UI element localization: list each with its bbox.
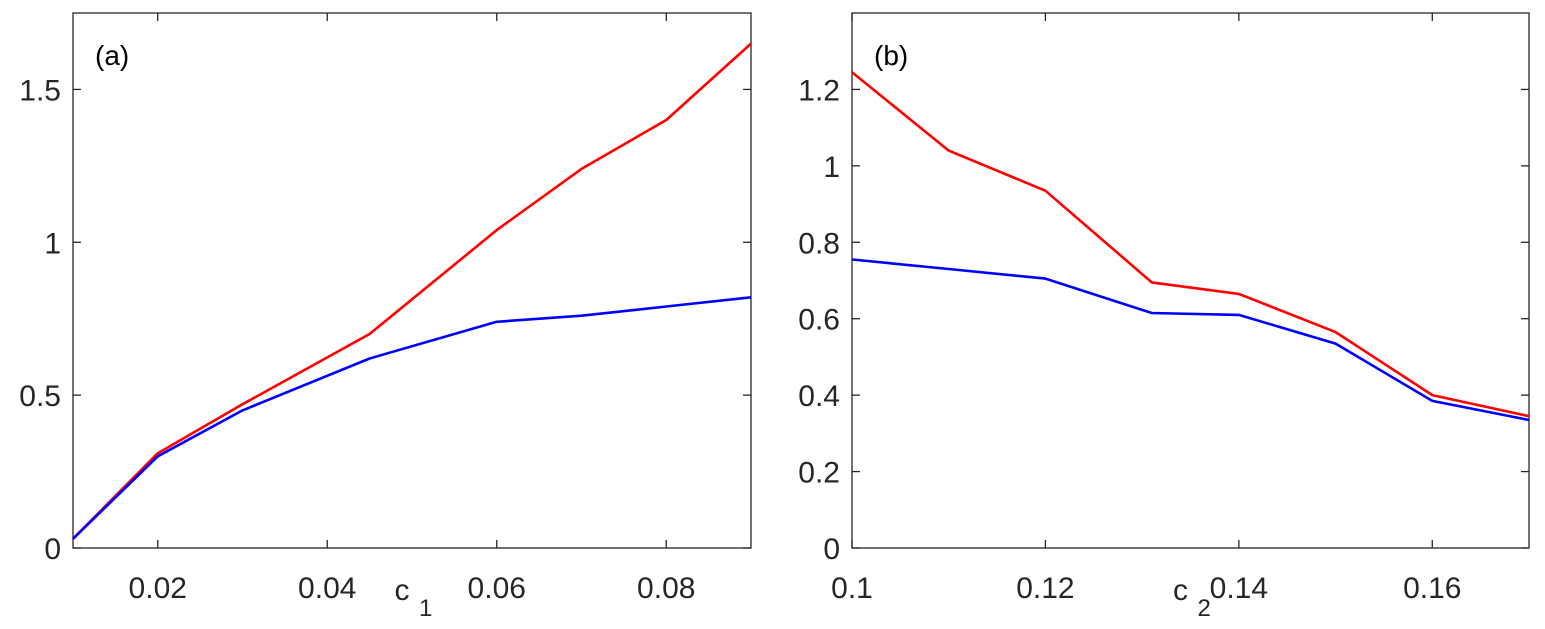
x-axis-label: c (1173, 574, 1188, 607)
y-tick-label: 0.5 (19, 380, 61, 413)
x-axis-label-subscript: 2 (1198, 595, 1211, 622)
axes-box (72, 12, 752, 549)
x-tick-label: 0.16 (1403, 572, 1461, 605)
y-tick-label: 0.4 (798, 380, 840, 413)
x-tick-label: 0.14 (1210, 572, 1268, 605)
panel-label: (b) (874, 40, 908, 71)
y-tick-label: 1 (44, 227, 61, 260)
series-line-1 (851, 71, 1530, 418)
x-tick-label: 0.02 (129, 572, 187, 605)
y-tick-label: 0.6 (798, 304, 840, 337)
series-line-2 (851, 258, 1530, 422)
x-tick-label: 0.04 (298, 572, 356, 605)
panel-label: (a) (95, 40, 129, 71)
y-tick-label: 0.8 (798, 227, 840, 260)
series-line-1 (72, 42, 752, 540)
x-axis-label: c (395, 574, 410, 607)
y-tick-label: 1 (823, 151, 840, 184)
x-tick-label: 0.12 (1016, 572, 1074, 605)
x-axis-label-subscript: 1 (419, 595, 432, 622)
x-tick-label: 0.08 (637, 572, 695, 605)
y-tick-label: 1.2 (798, 74, 840, 107)
y-tick-label: 0.2 (798, 457, 840, 490)
x-tick-label: 0.1 (831, 572, 873, 605)
axes-box (851, 12, 1530, 549)
series-line-2 (72, 296, 752, 540)
y-tick-label: 1.5 (19, 74, 61, 107)
y-tick-label: 0 (823, 533, 840, 566)
y-tick-label: 0 (44, 533, 61, 566)
x-tick-label: 0.06 (468, 572, 526, 605)
chart-panel-b: 0.1 0.12 0.14 0.16 0 0.2 0.4 0.6 0.8 1 1.2 (b) c2 (798, 12, 1530, 622)
